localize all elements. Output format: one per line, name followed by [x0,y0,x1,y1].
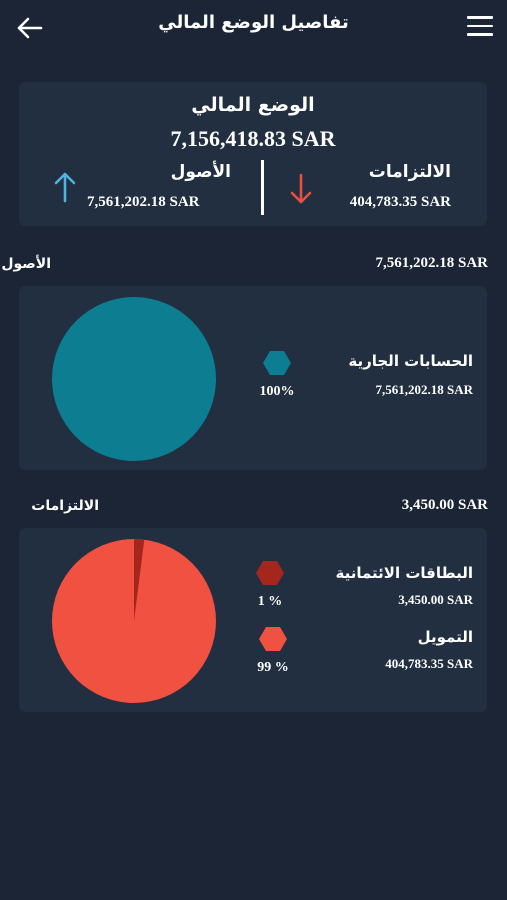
liabilities-pie-chart[interactable] [51,538,217,704]
assets-label: الأصول [170,162,231,182]
menu-button[interactable] [467,16,493,40]
assets-value: 7,561,202.18 SAR [87,194,200,210]
summary-title: الوضع المالي [191,94,315,116]
financial-summary-card: الوضع المالي 7,156,418.83 SAR الالتزامات… [19,82,487,226]
net-worth-value: 7,156,418.83 SAR [170,126,336,151]
app-header: تفاصيل الوضع المالي [0,0,507,56]
summary-divider [261,160,264,215]
arrow-down-icon [290,173,312,204]
hamburger-icon [467,16,493,36]
financing-percent: 99 % [257,660,289,675]
liabilities-value: 404,783.35 SAR [349,194,451,210]
pie-slice-credit-cards[interactable] [134,539,145,621]
hexagon-icon [256,561,284,585]
hexagon-icon [263,351,291,375]
liabilities-label: الالتزامات [368,162,451,182]
liabilities-section-total: 3,450.00 SAR [401,497,488,513]
arrow-up-icon [54,172,76,203]
pie-slice-current-accounts[interactable] [52,297,216,461]
credit-cards-percent: 1 % [257,594,283,609]
current-accounts-label: الحسابات الجارية [348,352,473,370]
assets-section-title: الأصول [1,256,51,272]
liabilities-chart-card: 1 % البطاقات الائتمانية 3,450.00 SAR 99 … [19,528,487,712]
current-accounts-value: 7,561,202.18 SAR [375,382,473,397]
assets-chart-card: 100% الحسابات الجارية 7,561,202.18 SAR [19,286,487,470]
liabilities-section-title: الالتزامات [31,498,99,514]
assets-section-total: 7,561,202.18 SAR [375,255,488,271]
assets-pie-chart[interactable] [51,296,217,462]
arrow-left-icon [17,17,43,39]
back-button[interactable] [14,14,44,42]
financing-label: التمويل [417,628,473,646]
financing-value: 404,783.35 SAR [385,656,473,671]
credit-cards-label: البطاقات الائتمانية [335,564,474,582]
hexagon-icon [259,627,287,651]
current-accounts-percent: 100% [259,384,295,399]
page-title: تفاصيل الوضع المالي [158,12,349,33]
credit-cards-value: 3,450.00 SAR [398,592,473,607]
